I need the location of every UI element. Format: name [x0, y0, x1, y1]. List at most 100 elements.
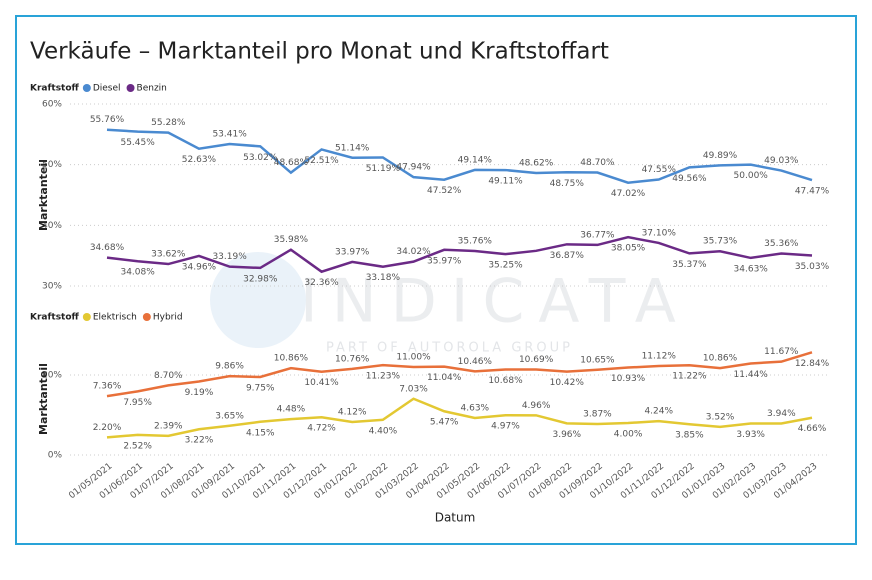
data-label: 49.56%	[672, 174, 707, 184]
chart-title: Verkäufe – Marktanteil pro Monat und Kra…	[30, 39, 609, 65]
data-label: 32.98%	[243, 274, 278, 284]
watermark: INDICATA	[300, 267, 690, 337]
data-label: 10.42%	[550, 378, 585, 388]
x-axis-label: Datum	[435, 511, 476, 525]
data-label: 3.93%	[736, 430, 765, 440]
data-label: 3.22%	[185, 436, 214, 446]
data-label: 2.20%	[93, 423, 122, 433]
data-label: 47.52%	[427, 186, 462, 196]
data-label: 34.63%	[734, 264, 769, 274]
data-label: 10.76%	[335, 354, 370, 364]
data-label: 47.47%	[795, 187, 830, 197]
y-axis-label: Marktanteil	[37, 159, 50, 231]
y-tick-label: 0%	[48, 451, 63, 461]
data-label: 10.46%	[458, 357, 493, 367]
data-label: 47.02%	[611, 189, 646, 199]
data-label: 48.70%	[580, 158, 615, 168]
data-label: 34.02%	[396, 247, 431, 257]
data-label: 11.22%	[672, 372, 707, 382]
watermark-tagline: PART OF AUTOROLA GROUP	[326, 341, 573, 356]
watermark-logo	[210, 252, 306, 348]
legend-label: Diesel	[93, 84, 121, 94]
data-label: 11.12%	[642, 352, 677, 362]
data-label: 10.65%	[580, 355, 615, 365]
legend-swatch	[142, 313, 151, 321]
data-label: 47.94%	[396, 163, 431, 173]
data-label: 49.89%	[703, 151, 738, 161]
data-label: 4.96%	[522, 401, 551, 411]
data-label: 7.95%	[123, 398, 152, 408]
data-label: 35.98%	[274, 235, 309, 245]
data-label: 32.36%	[304, 278, 339, 288]
frame	[15, 15, 857, 545]
data-label: 50.00%	[734, 171, 769, 181]
data-label: 10.69%	[519, 355, 554, 365]
data-label: 11.04%	[427, 373, 462, 383]
data-label: 4.66%	[798, 424, 827, 434]
legend-swatch	[82, 313, 91, 321]
data-label: 49.14%	[458, 155, 493, 165]
data-label: 37.10%	[642, 228, 677, 238]
series-line	[106, 235, 813, 274]
data-label: 10.41%	[304, 378, 339, 388]
data-label: 4.00%	[614, 430, 643, 440]
data-label: 35.36%	[764, 239, 799, 249]
legend-title: Kraftstoff	[30, 84, 80, 94]
data-label: 49.11%	[488, 177, 523, 187]
data-label: 35.76%	[458, 237, 493, 247]
data-label: 10.86%	[274, 354, 309, 364]
legend-label: Elektrisch	[93, 313, 137, 323]
data-label: 3.96%	[552, 430, 581, 440]
data-label: 51.14%	[335, 143, 370, 153]
data-label: 35.25%	[488, 261, 523, 271]
data-label: 9.75%	[246, 384, 275, 394]
y-tick-label: 30%	[42, 282, 62, 292]
data-label: 10.86%	[703, 354, 738, 364]
data-label: 4.97%	[491, 422, 520, 432]
data-label: 4.40%	[369, 426, 398, 436]
legend-label: Hybrid	[153, 313, 183, 323]
data-label: 12.84%	[795, 359, 830, 369]
data-label: 33.97%	[335, 247, 370, 257]
data-label: 55.45%	[120, 138, 155, 148]
y-tick-label: 40%	[42, 221, 62, 231]
data-label: 52.51%	[304, 156, 339, 166]
legend-swatch	[126, 84, 135, 92]
data-label: 2.39%	[154, 421, 183, 431]
data-label: 36.77%	[580, 230, 615, 240]
data-label: 2.52%	[123, 441, 152, 451]
data-label: 4.24%	[644, 407, 673, 417]
data-label: 33.18%	[366, 273, 401, 283]
data-label: 4.15%	[246, 428, 275, 438]
series-line	[106, 128, 813, 185]
data-label: 10.93%	[611, 374, 646, 384]
data-label: 11.00%	[396, 353, 431, 363]
data-label: 3.65%	[215, 411, 244, 421]
legend-label: Benzin	[137, 84, 167, 94]
data-label: 51.19%	[366, 164, 401, 174]
data-label: 8.70%	[154, 371, 183, 381]
data-label: 11.44%	[734, 370, 769, 380]
data-label: 55.28%	[151, 118, 186, 128]
y-tick-label: 60%	[42, 100, 62, 110]
data-label: 53.41%	[212, 129, 247, 139]
data-label: 33.19%	[212, 252, 247, 262]
data-label: 35.03%	[795, 262, 830, 272]
series-line	[106, 351, 813, 398]
data-label: 9.19%	[185, 388, 214, 398]
legend-swatch	[82, 84, 91, 92]
data-label: 9.86%	[215, 362, 244, 372]
data-label: 35.37%	[672, 260, 707, 270]
data-label: 35.97%	[427, 256, 462, 266]
data-label: 34.68%	[90, 243, 125, 253]
data-label: 48.75%	[550, 179, 585, 189]
data-label: 52.63%	[182, 155, 217, 165]
data-label: 3.52%	[706, 412, 735, 422]
data-label: 33.62%	[151, 250, 186, 260]
data-label: 5.47%	[430, 418, 459, 428]
data-label: 34.08%	[120, 268, 155, 278]
data-label: 3.87%	[583, 410, 612, 420]
data-label: 38.05%	[611, 244, 646, 254]
data-label: 53.02%	[243, 153, 278, 163]
